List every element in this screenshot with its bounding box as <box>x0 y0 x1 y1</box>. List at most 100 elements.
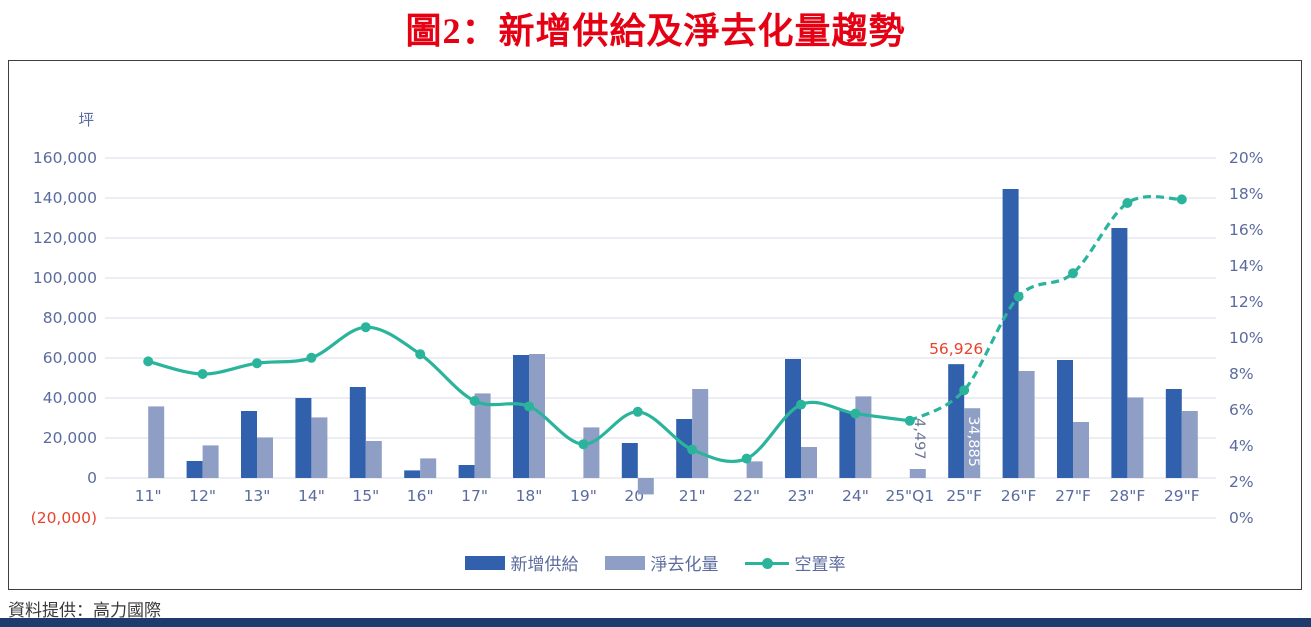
supply-bar <box>1111 228 1128 478</box>
vacancy-point <box>1176 194 1187 205</box>
data-label: 56,926 <box>929 340 983 358</box>
vacancy-point <box>197 369 208 379</box>
legend-label-supply: 新增供給 <box>510 555 579 575</box>
x-axis-label: 22" <box>733 487 760 505</box>
right-axis-label: 2% <box>1229 473 1254 491</box>
right-axis-label: 20% <box>1229 149 1263 167</box>
vacancy-point <box>252 358 262 369</box>
data-label-rotated: 34,885 <box>965 416 981 467</box>
x-axis-label: 25"F <box>946 487 982 505</box>
x-axis-label: 23" <box>788 487 815 505</box>
x-axis-label: 29"F <box>1164 487 1200 505</box>
supply-bar <box>839 411 856 478</box>
absorption-bar <box>746 461 763 478</box>
absorption-bar <box>1127 397 1144 478</box>
absorption-bar <box>257 437 273 478</box>
supply-bar <box>404 470 421 478</box>
combo-chart: 160,000 140,000 120,000 100,000 80,000 60,000… <box>31 111 1264 527</box>
absorption-bar <box>801 447 817 478</box>
supply-bar <box>785 359 801 478</box>
vacancy-point <box>632 406 643 417</box>
supply-bar <box>621 443 638 478</box>
absorption-bar <box>583 427 600 478</box>
left-axis-label: 60,000 <box>43 349 97 367</box>
right-axis-label: 16% <box>1229 221 1263 239</box>
x-axis-label: 19" <box>570 487 597 505</box>
right-axis-label: 0% <box>1229 509 1254 527</box>
absorption-bar <box>1018 371 1035 478</box>
right-axis-label: 12% <box>1229 293 1263 311</box>
supply-bar <box>295 398 312 478</box>
legend-label-vacancy: 空置率 <box>794 555 846 575</box>
absorption-bar <box>692 389 709 478</box>
supply-swatch-icon <box>464 555 505 570</box>
absorption-bar <box>855 396 872 478</box>
right-axis-label: 4% <box>1229 437 1254 455</box>
vacancy-point <box>904 415 915 426</box>
x-axis-label: 25"Q1 <box>885 487 934 505</box>
left-axis-label: 160,000 <box>33 149 97 167</box>
left-axis-unit: 坪 <box>78 111 94 129</box>
chart-area: 160,000 140,000 120,000 100,000 80,000 60,000… <box>8 60 1302 590</box>
data-label-rotated: 4,497 <box>911 418 927 460</box>
vacancy-point <box>741 453 752 464</box>
vacancy-point <box>1068 268 1078 279</box>
footer-band <box>0 618 1311 627</box>
x-axis-label: 17" <box>461 487 488 505</box>
vacancy-point <box>687 444 698 455</box>
absorption-swatch-icon <box>604 555 645 570</box>
left-axis-label: (20,000) <box>31 509 97 527</box>
absorption-bar <box>637 478 654 495</box>
supply-bar <box>186 461 203 478</box>
vacancy-point <box>360 322 371 333</box>
vacancy-point <box>578 439 589 450</box>
absorption-bar <box>1181 411 1198 478</box>
left-axis-label: 40,000 <box>43 389 97 407</box>
supply-bar <box>1165 389 1182 478</box>
x-axis-label: 13" <box>244 487 271 505</box>
right-axis-label: 18% <box>1229 185 1263 203</box>
absorption-bar <box>420 458 437 478</box>
absorption-bar <box>529 354 545 478</box>
supply-bar <box>676 419 693 478</box>
vacancy-point <box>306 352 317 363</box>
left-axis-label: 80,000 <box>43 309 97 327</box>
x-axis-label: 12" <box>189 487 216 505</box>
x-axis-label: 14" <box>298 487 325 505</box>
x-axis-label: 28"F <box>1110 487 1146 505</box>
vacancy-line-swatch-icon <box>744 556 789 570</box>
x-axis-label: 18" <box>516 487 543 505</box>
supply-bar <box>948 364 965 478</box>
supply-bar <box>513 355 529 478</box>
left-axis-label: 20,000 <box>43 429 97 447</box>
absorption-bar <box>1073 422 1089 478</box>
supply-bar <box>458 465 475 478</box>
legend-item-absorption: 淨去化量 <box>604 550 719 575</box>
right-axis-label: 10% <box>1229 329 1263 347</box>
vacancy-point <box>524 401 534 412</box>
vacancy-point <box>1122 198 1133 208</box>
vacancy-point <box>796 399 806 410</box>
legend-item-supply: 新增供給 <box>464 550 579 575</box>
x-axis-label: 26"F <box>1001 487 1037 505</box>
vacancy-point <box>959 385 970 396</box>
vacancy-point <box>1013 291 1024 302</box>
absorption-bar <box>909 469 926 478</box>
x-axis-label: 24" <box>842 487 869 505</box>
right-axis-label: 6% <box>1229 401 1254 419</box>
vacancy-point <box>469 396 480 406</box>
x-axis-label: 16" <box>407 487 434 505</box>
left-axis-label: 140,000 <box>33 189 97 207</box>
vacancy-point <box>850 408 861 419</box>
absorption-bar <box>964 408 981 478</box>
source-note: 資料提供：高力國際 <box>8 601 161 621</box>
absorption-bar <box>365 441 382 478</box>
supply-bar <box>1002 189 1019 478</box>
x-axis-label: 15" <box>352 487 379 505</box>
left-axis-label: 0 <box>87 469 97 487</box>
x-axis-label: 27"F <box>1055 487 1091 505</box>
x-axis-label: 21" <box>679 487 706 505</box>
legend-item-vacancy: 空置率 <box>744 550 846 575</box>
right-axis-label: 14% <box>1229 257 1263 275</box>
